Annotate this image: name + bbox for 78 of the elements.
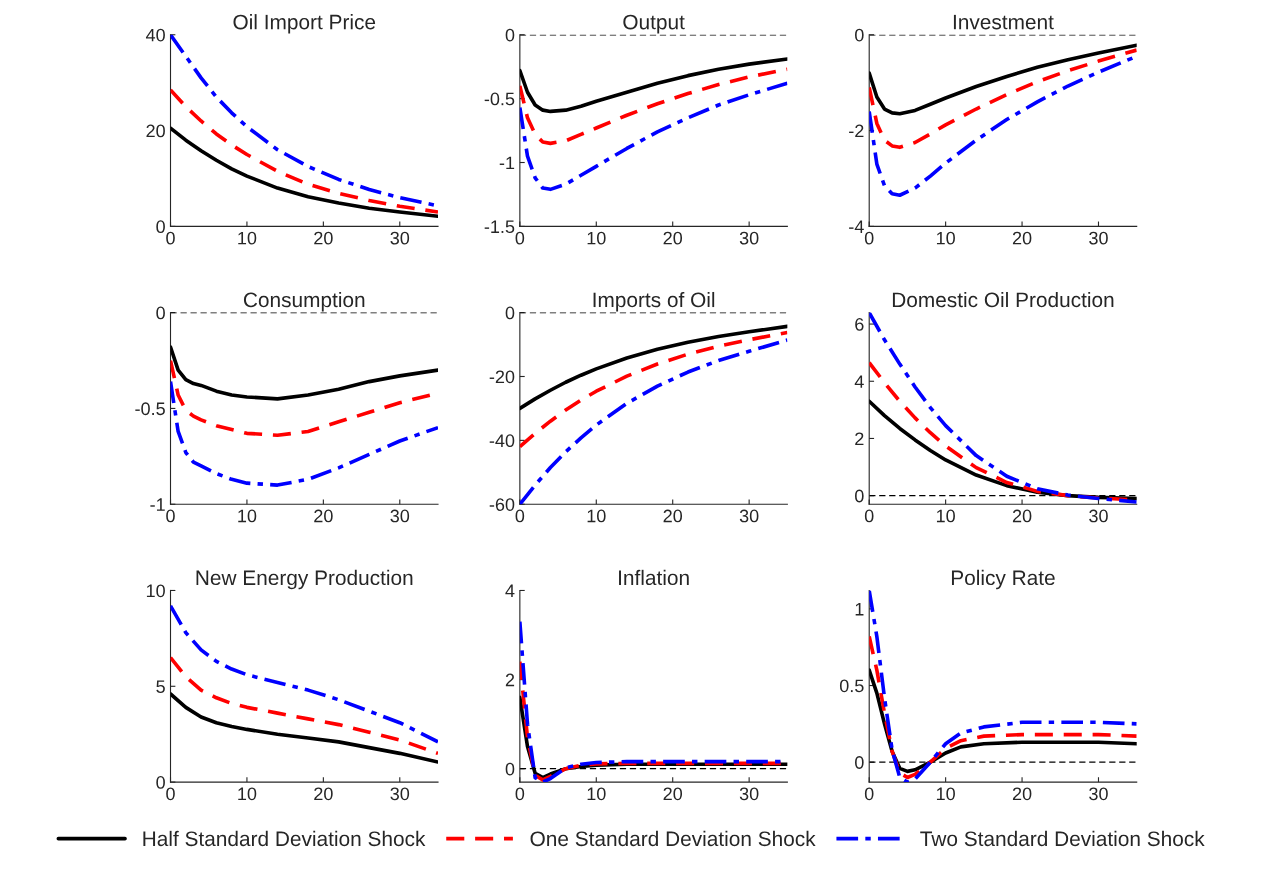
chart-title: Output <box>623 14 685 34</box>
y-tick-label: 0 <box>855 489 864 503</box>
y-tick-label: 0 <box>505 28 515 42</box>
y-tick-label: 1 <box>855 602 864 616</box>
x-tick-label: 30 <box>1089 509 1108 523</box>
y-tick-label: -2 <box>849 124 864 138</box>
x-tick-label: 0 <box>166 509 175 523</box>
x-tick-label: 20 <box>1012 787 1032 801</box>
x-tick-label: 20 <box>1012 509 1032 523</box>
x-tick-label: 0 <box>515 231 525 245</box>
x-tick-label: 30 <box>739 509 759 523</box>
y-tick-label: -40 <box>489 434 515 448</box>
x-tick-label: 10 <box>587 509 606 523</box>
legend-label: Half Standard Deviation Shock <box>143 830 426 847</box>
x-tick-label: 0 <box>515 509 525 523</box>
y-tick-label: 0.5 <box>839 679 864 693</box>
y-tick-label: 4 <box>854 375 864 388</box>
x-tick-label: 0 <box>166 231 175 245</box>
x-tick-label: 0 <box>166 787 175 801</box>
y-tick-label: 20 <box>146 124 165 138</box>
x-tick-label: 20 <box>314 231 333 245</box>
x-tick-label: 30 <box>390 509 410 523</box>
x-tick-label: 10 <box>936 787 955 801</box>
x-tick-label: 0 <box>864 231 874 245</box>
x-tick-label: 30 <box>1089 231 1108 245</box>
y-tick-label: -1 <box>499 156 515 170</box>
y-tick-label: -0.5 <box>135 402 165 416</box>
y-tick-label: 2 <box>505 673 515 687</box>
x-tick-label: 20 <box>314 509 333 523</box>
y-tick-label: 0 <box>505 762 515 776</box>
y-tick-label: -60 <box>489 498 515 511</box>
x-tick-label: 30 <box>1089 787 1108 801</box>
x-tick-label: 20 <box>314 787 333 801</box>
x-tick-label: 0 <box>864 509 874 523</box>
x-tick-label: 20 <box>663 509 683 523</box>
y-tick-label: 5 <box>156 680 165 694</box>
chart-title: Investment <box>953 14 1054 30</box>
x-tick-label: 20 <box>1012 231 1032 245</box>
y-tick-label: 0 <box>505 306 515 320</box>
chart-title: Policy Rate <box>951 569 1055 590</box>
y-tick-label: 40 <box>145 28 165 42</box>
x-tick-label: 30 <box>390 787 410 801</box>
y-tick-label: -1 <box>150 498 165 511</box>
x-tick-label: 10 <box>587 231 606 245</box>
x-tick-label: 10 <box>238 231 257 245</box>
y-tick-label: 0 <box>156 306 165 320</box>
x-tick-label: 30 <box>739 231 759 245</box>
x-tick-label: 10 <box>587 787 606 801</box>
y-tick-label: 2 <box>855 432 864 445</box>
chart-title: New Energy Production <box>196 569 413 590</box>
y-tick-label: -0.5 <box>484 92 515 106</box>
x-tick-label: 10 <box>936 509 955 523</box>
chart-title: Inflation <box>619 569 689 586</box>
x-tick-label: 30 <box>390 231 410 245</box>
x-tick-label: 0 <box>864 787 874 801</box>
y-tick-label: -4 <box>849 220 864 233</box>
x-tick-label: 10 <box>936 231 955 245</box>
y-tick-label: 0 <box>156 220 165 234</box>
y-tick-label: 6 <box>855 317 864 331</box>
y-tick-label: 0 <box>156 776 165 789</box>
chart-title: Domestic Oil Production <box>892 291 1114 308</box>
y-tick-label: 0 <box>855 28 864 42</box>
y-tick-label: -20 <box>489 370 515 384</box>
y-tick-label: 0 <box>855 756 864 769</box>
legend-label: Two Standard Deviation Shock <box>920 830 1205 847</box>
y-tick-label: 10 <box>146 584 165 598</box>
x-tick-label: 0 <box>515 787 525 801</box>
chart-title: Oil Import Price <box>233 14 376 34</box>
x-tick-label: 10 <box>238 787 257 801</box>
x-tick-label: 30 <box>739 787 759 801</box>
legend-label: One Standard Deviation Shock <box>530 830 816 847</box>
chart-title: Consumption <box>243 291 365 312</box>
x-tick-label: 10 <box>238 509 257 523</box>
x-tick-label: 20 <box>663 787 683 801</box>
chart-title: Imports of Oil <box>593 291 715 312</box>
x-tick-label: 20 <box>663 231 683 245</box>
y-tick-label: 4 <box>505 584 515 598</box>
y-tick-label: -1.5 <box>484 220 515 234</box>
